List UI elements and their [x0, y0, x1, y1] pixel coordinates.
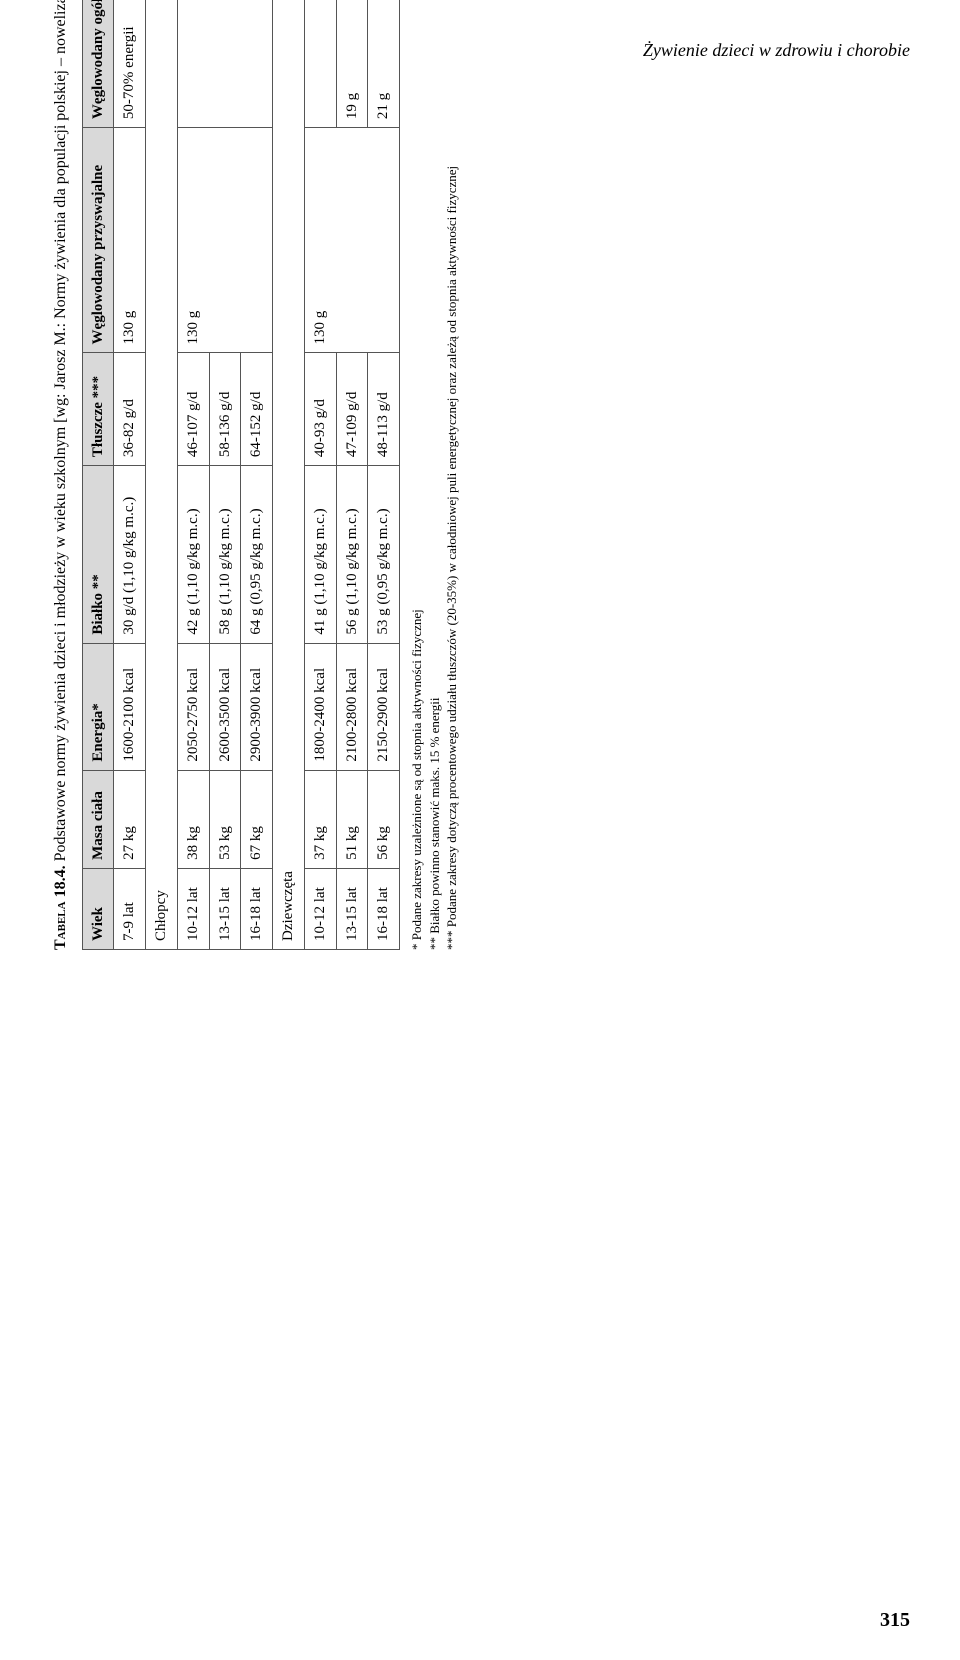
cell: 53 kg: [209, 770, 241, 868]
cell: 64-152 g/d: [241, 353, 273, 466]
cell: 53 g (0,95 g/kg m.c.): [368, 466, 400, 644]
cell: 7-9 lat: [114, 868, 146, 949]
cell: 130 g: [114, 128, 146, 353]
cell: 50-70% energii: [114, 0, 146, 128]
cell: 36-82 g/d: [114, 353, 146, 466]
section-girls: Dziewczęta: [273, 0, 305, 950]
cell: 19 g: [336, 0, 368, 128]
cell-empty: [304, 0, 336, 128]
caption-text: Podstawowe normy żywienia dzieci i młodz…: [52, 0, 69, 865]
cell: 42 g (1,10 g/kg m.c.): [177, 466, 209, 644]
cell: 2150-2900 kcal: [368, 643, 400, 770]
col-energia: Energia*: [82, 643, 114, 770]
section-label: Dziewczęta: [273, 0, 305, 950]
cell: 47-109 g/d: [336, 353, 368, 466]
cell: 10-12 lat: [304, 868, 336, 949]
cell: 2050-2750 kcal: [177, 643, 209, 770]
cell: 67 kg: [241, 770, 273, 868]
table-row: 10-12 lat 37 kg 1800-2400 kcal 41 g (1,1…: [304, 0, 336, 950]
table-caption: Tabela 18.4. Podstawowe normy żywienia d…: [50, 0, 72, 950]
col-wegl-ogolem: Węglowodany ogółem: [82, 0, 114, 128]
cell: 64 g (0,95 g/kg m.c.): [241, 466, 273, 644]
cell: 46-107 g/d: [177, 353, 209, 466]
cell: 30 g/d (1,10 g/kg m.c.): [114, 466, 146, 644]
cell: 58 g (1,10 g/kg m.c.): [209, 466, 241, 644]
cell-empty: [177, 0, 272, 128]
cell: 16-18 lat: [368, 868, 400, 949]
footnote-2: ** Białko powinno stanowić maks. 15 % en…: [426, 0, 444, 950]
footnote-1: * Podane zakresy uzależnione są od stopn…: [408, 0, 426, 950]
cell: 27 kg: [114, 770, 146, 868]
section-boys: Chłopcy: [146, 0, 178, 950]
cell: 130 g: [177, 128, 272, 353]
cell: 41 g (1,10 g/kg m.c.): [304, 466, 336, 644]
cell: 2900-3900 kcal: [241, 643, 273, 770]
col-masa: Masa ciała: [82, 770, 114, 868]
page: Żywienie dzieci w zdrowiu i chorobie Tab…: [0, 0, 960, 1660]
cell: 2100-2800 kcal: [336, 643, 368, 770]
col-bialko: Białko **: [82, 466, 114, 644]
cell: 48-113 g/d: [368, 353, 400, 466]
cell: 2600-3500 kcal: [209, 643, 241, 770]
cell: 56 kg: [368, 770, 400, 868]
cell: 1800-2400 kcal: [304, 643, 336, 770]
cell: 13-15 lat: [209, 868, 241, 949]
col-wegl-przysw: Węglowodany przyswajalne: [82, 128, 114, 353]
nutrition-table: Wiek Masa ciała Energia* Białko ** Tłusz…: [82, 0, 401, 950]
header-row: Wiek Masa ciała Energia* Białko ** Tłusz…: [82, 0, 114, 950]
cell: 51 kg: [336, 770, 368, 868]
table-row: 10-12 lat 38 kg 2050-2750 kcal 42 g (1,1…: [177, 0, 209, 950]
cell: 16-18 lat: [241, 868, 273, 949]
cell: 38 kg: [177, 770, 209, 868]
section-label: Chłopcy: [146, 0, 178, 950]
footnote-3: *** Podane zakresy dotyczą procentowego …: [443, 0, 461, 950]
cell: 13-15 lat: [336, 868, 368, 949]
cell: 56 g (1,10 g/kg m.c.): [336, 466, 368, 644]
cell: 130 g: [304, 128, 399, 353]
cell: 1600-2100 kcal: [114, 643, 146, 770]
col-wiek: Wiek: [82, 868, 114, 949]
table-row: 7-9 lat 27 kg 1600-2100 kcal 30 g/d (1,1…: [114, 0, 146, 950]
cell: 10-12 lat: [177, 868, 209, 949]
footnotes: * Podane zakresy uzależnione są od stopn…: [408, 0, 461, 950]
cell: 58-136 g/d: [209, 353, 241, 466]
cell: 37 kg: [304, 770, 336, 868]
page-number: 315: [880, 1609, 910, 1632]
col-tluszcze: Tłuszcze ***: [82, 353, 114, 466]
cell: 40-93 g/d: [304, 353, 336, 466]
caption-label: Tabela 18.4.: [52, 865, 69, 950]
rotated-container: Tabela 18.4. Podstawowe normy żywienia d…: [50, 90, 910, 1550]
cell: 21 g: [368, 0, 400, 128]
table-rotated: Tabela 18.4. Podstawowe normy żywienia d…: [50, 0, 910, 950]
